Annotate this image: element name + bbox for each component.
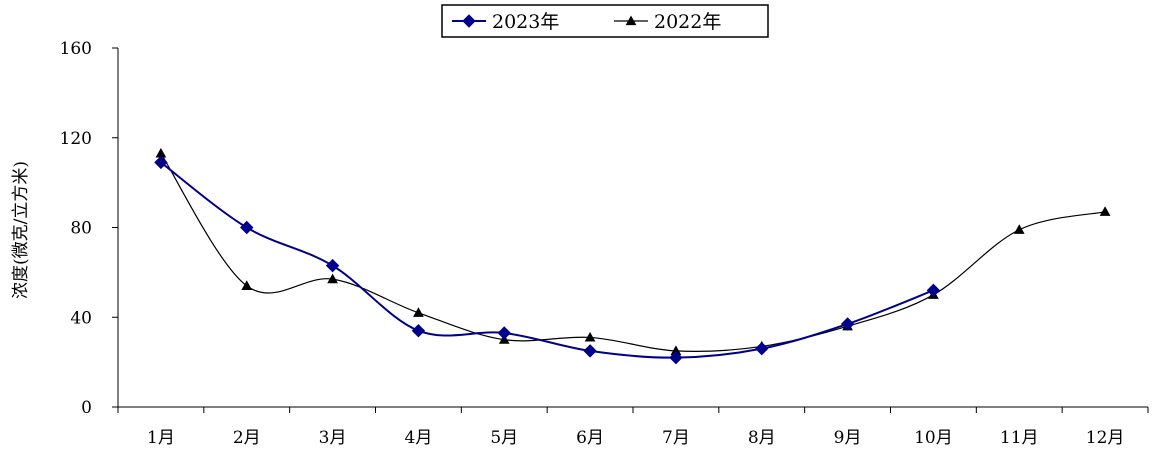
x-tick-label: 1月 xyxy=(147,428,175,448)
data-point-2022 xyxy=(1013,224,1025,234)
legend-box xyxy=(441,4,769,38)
x-tick-label: 12月 xyxy=(1086,428,1125,448)
data-point-2023 xyxy=(926,283,941,298)
series-line-2023 xyxy=(160,161,934,359)
legend-marker xyxy=(625,15,637,26)
legend: 2023年 2022年 xyxy=(441,4,769,38)
data-point-2023 xyxy=(411,324,426,338)
data-point-2022 xyxy=(241,280,253,290)
y-tick-label: 120 xyxy=(60,129,92,149)
y-tick-label: 80 xyxy=(70,219,92,239)
legend-marker xyxy=(462,14,476,28)
y-tick-label: 160 xyxy=(60,39,92,59)
data-point-2023 xyxy=(755,341,769,356)
series-lines xyxy=(160,153,1106,359)
x-tick-label: 5月 xyxy=(490,428,518,448)
data-point-2023 xyxy=(240,220,254,235)
series-line-2022 xyxy=(160,153,1106,353)
data-point-2023 xyxy=(583,344,597,358)
data-point-2022 xyxy=(327,273,338,284)
x-tick-label: 6月 xyxy=(576,428,604,448)
data-point-2023 xyxy=(497,326,511,340)
y-ticks: 0 40 80 120 160 xyxy=(60,39,118,418)
data-point-2023 xyxy=(669,350,683,365)
data-point-2023 xyxy=(325,258,340,273)
x-ticks: 1月 2月 3月 4月 5月 6月 7月 8月 9月 10月 11月 12月 xyxy=(117,407,1149,448)
legend-label: 2023年 xyxy=(492,11,559,33)
x-tick-label: 8月 xyxy=(748,428,776,448)
series-markers xyxy=(154,147,1111,365)
data-point-2022 xyxy=(413,307,424,317)
data-point-2023 xyxy=(840,317,855,331)
x-tick-label: 4月 xyxy=(405,428,433,448)
data-point-2022 xyxy=(1099,206,1111,216)
x-tick-label: 2月 xyxy=(233,428,261,448)
x-tick-label: 7月 xyxy=(662,428,690,448)
data-point-2022 xyxy=(584,331,596,342)
x-tick-label: 9月 xyxy=(834,428,862,448)
x-tick-label: 3月 xyxy=(319,428,347,448)
x-tick-label: 11月 xyxy=(1000,428,1039,448)
y-axis-title: 浓度(微克/立方米) xyxy=(11,161,31,299)
x-tick-label: 10月 xyxy=(914,428,953,448)
legend-label: 2022年 xyxy=(654,11,721,33)
y-tick-label: 0 xyxy=(81,398,92,418)
data-point-2023 xyxy=(154,155,168,170)
y-tick-label: 40 xyxy=(70,308,92,328)
